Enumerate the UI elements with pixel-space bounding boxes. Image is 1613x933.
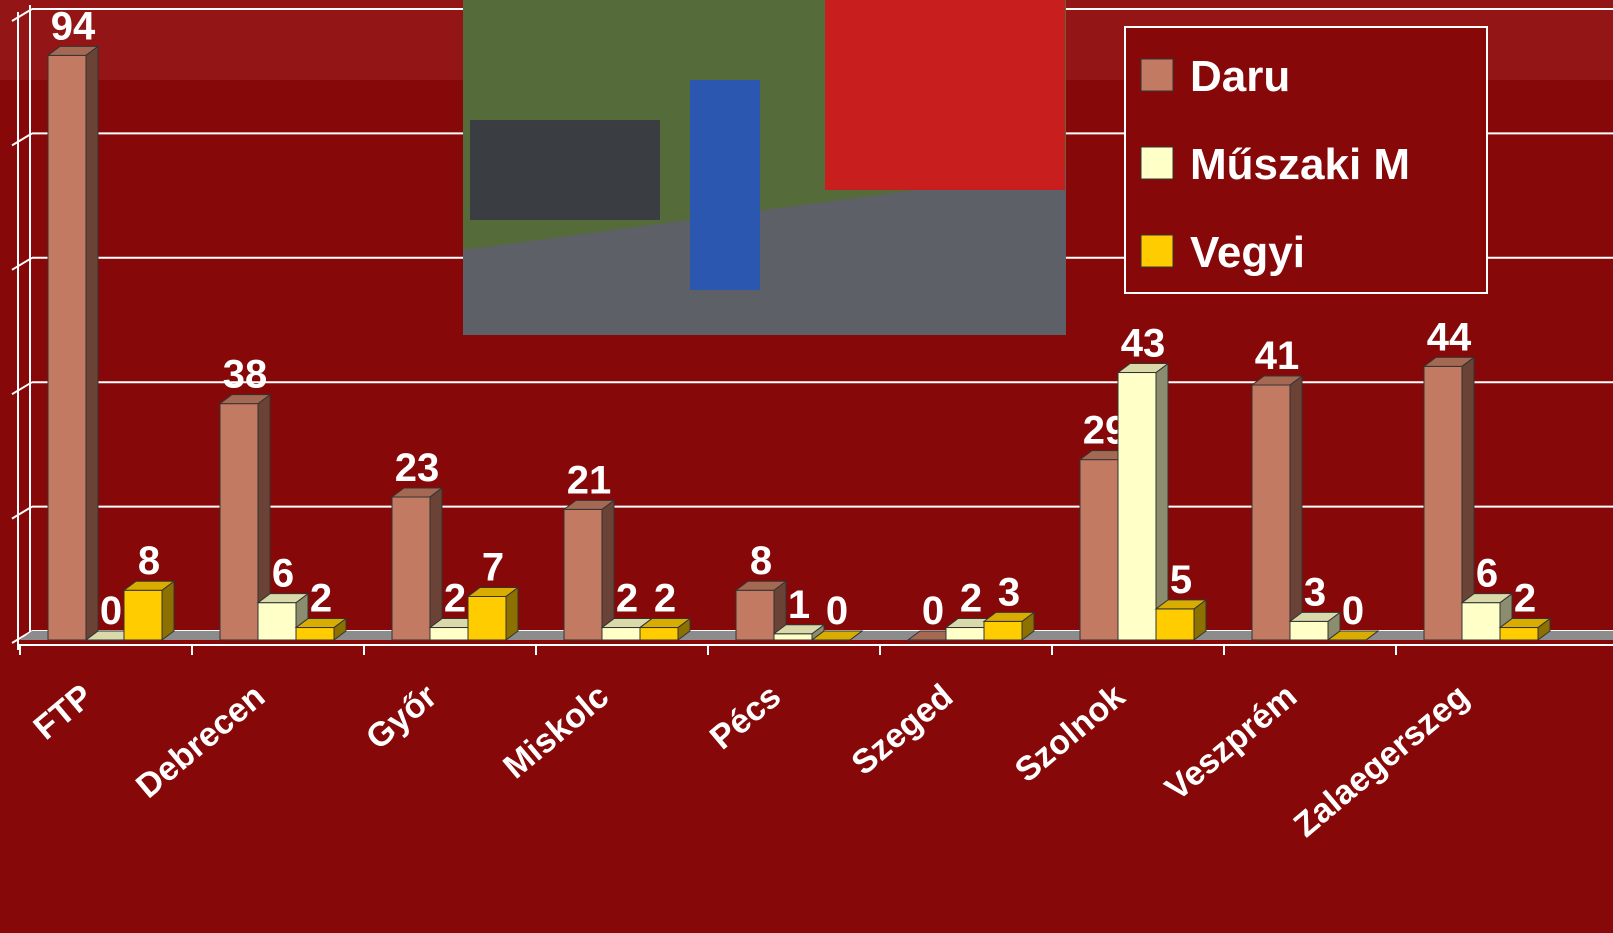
bar-top xyxy=(638,618,692,629)
bar-side xyxy=(1289,374,1303,641)
bar xyxy=(123,589,163,641)
bar xyxy=(1289,620,1329,641)
legend-swatch xyxy=(1140,58,1174,92)
photo xyxy=(463,0,1066,335)
value-label: 2 xyxy=(654,577,676,621)
value-label: 0 xyxy=(1342,589,1364,633)
value-label: 8 xyxy=(750,539,772,583)
bar xyxy=(735,589,775,641)
bar xyxy=(47,54,87,641)
value-label: 94 xyxy=(51,4,96,48)
bar-top xyxy=(1498,618,1552,629)
value-label: 41 xyxy=(1255,334,1300,378)
bar-side xyxy=(85,45,99,641)
value-label: 1 xyxy=(788,583,810,627)
value-label: 3 xyxy=(998,570,1020,614)
value-label: 8 xyxy=(138,539,160,583)
bar-top xyxy=(1154,599,1208,610)
bar-top xyxy=(218,394,272,405)
legend-label: Vegyi xyxy=(1190,228,1305,277)
value-label: 38 xyxy=(223,353,268,397)
value-label: 2 xyxy=(1514,577,1536,621)
tick-mark xyxy=(11,132,33,147)
bar xyxy=(601,627,641,641)
bar-top xyxy=(734,580,788,591)
bar-top xyxy=(1422,356,1476,367)
tick-mark xyxy=(11,630,33,644)
bar-top xyxy=(122,580,176,591)
bar-top xyxy=(1250,375,1304,386)
bar xyxy=(391,496,431,641)
bar xyxy=(983,620,1023,641)
value-label: 0 xyxy=(922,589,944,633)
value-label: 7 xyxy=(482,545,504,589)
bar xyxy=(1155,608,1195,641)
bar-top xyxy=(772,624,826,635)
legend-label: Daru xyxy=(1190,52,1290,101)
legend-swatch xyxy=(1140,146,1174,180)
bar xyxy=(467,595,507,641)
legend-swatch xyxy=(1140,234,1174,268)
tick-mark xyxy=(11,8,33,22)
bar xyxy=(1079,459,1119,641)
bar xyxy=(639,627,679,641)
value-label: 0 xyxy=(826,589,848,633)
bar-top xyxy=(810,630,864,641)
bar-top xyxy=(256,593,310,604)
bar-side xyxy=(601,499,615,641)
value-label: 0 xyxy=(100,589,122,633)
bar-top xyxy=(1460,593,1514,604)
bar xyxy=(219,403,259,641)
photo-person xyxy=(690,80,760,290)
bar-top xyxy=(46,45,100,56)
bar xyxy=(295,627,335,641)
value-label: 6 xyxy=(272,552,294,596)
bar xyxy=(773,633,813,641)
legend-box xyxy=(1124,26,1488,294)
bar-top xyxy=(294,618,348,629)
value-label: 43 xyxy=(1121,322,1166,366)
bar xyxy=(1499,627,1539,641)
value-label: 2 xyxy=(444,577,466,621)
bar xyxy=(563,508,603,641)
bar-top xyxy=(466,586,520,597)
bar-top xyxy=(390,487,444,498)
value-label: 6 xyxy=(1476,552,1498,596)
bar-top xyxy=(1116,363,1170,374)
bar-side xyxy=(1155,362,1169,641)
value-label: 3 xyxy=(1304,570,1326,614)
tick-mark xyxy=(11,256,33,271)
legend: Daru Műszaki M Vegyi xyxy=(1124,26,1488,294)
bar-top xyxy=(1288,611,1342,622)
bar xyxy=(1423,365,1463,641)
photo-car xyxy=(470,120,660,220)
tick-mark xyxy=(11,505,33,520)
photo-road xyxy=(463,170,1066,335)
value-label: 23 xyxy=(395,446,440,490)
value-label: 44 xyxy=(1427,315,1472,359)
bar xyxy=(429,627,469,641)
bar xyxy=(1251,384,1291,641)
value-label: 5 xyxy=(1170,558,1192,602)
bar-side xyxy=(161,580,175,641)
bar xyxy=(945,627,985,641)
bar-top xyxy=(982,611,1036,622)
bar xyxy=(1117,372,1157,641)
bar xyxy=(1461,602,1501,641)
photo-truck xyxy=(825,0,1065,190)
bar-side xyxy=(429,486,443,641)
legend-label: Műszaki M xyxy=(1190,140,1410,189)
value-label: 2 xyxy=(310,577,332,621)
bar xyxy=(257,602,297,641)
value-label: 2 xyxy=(960,577,982,621)
bar-top xyxy=(1326,630,1380,641)
value-label: 21 xyxy=(567,458,612,502)
tick-mark xyxy=(11,381,33,396)
value-label: 2 xyxy=(616,577,638,621)
bar-top xyxy=(562,499,616,510)
